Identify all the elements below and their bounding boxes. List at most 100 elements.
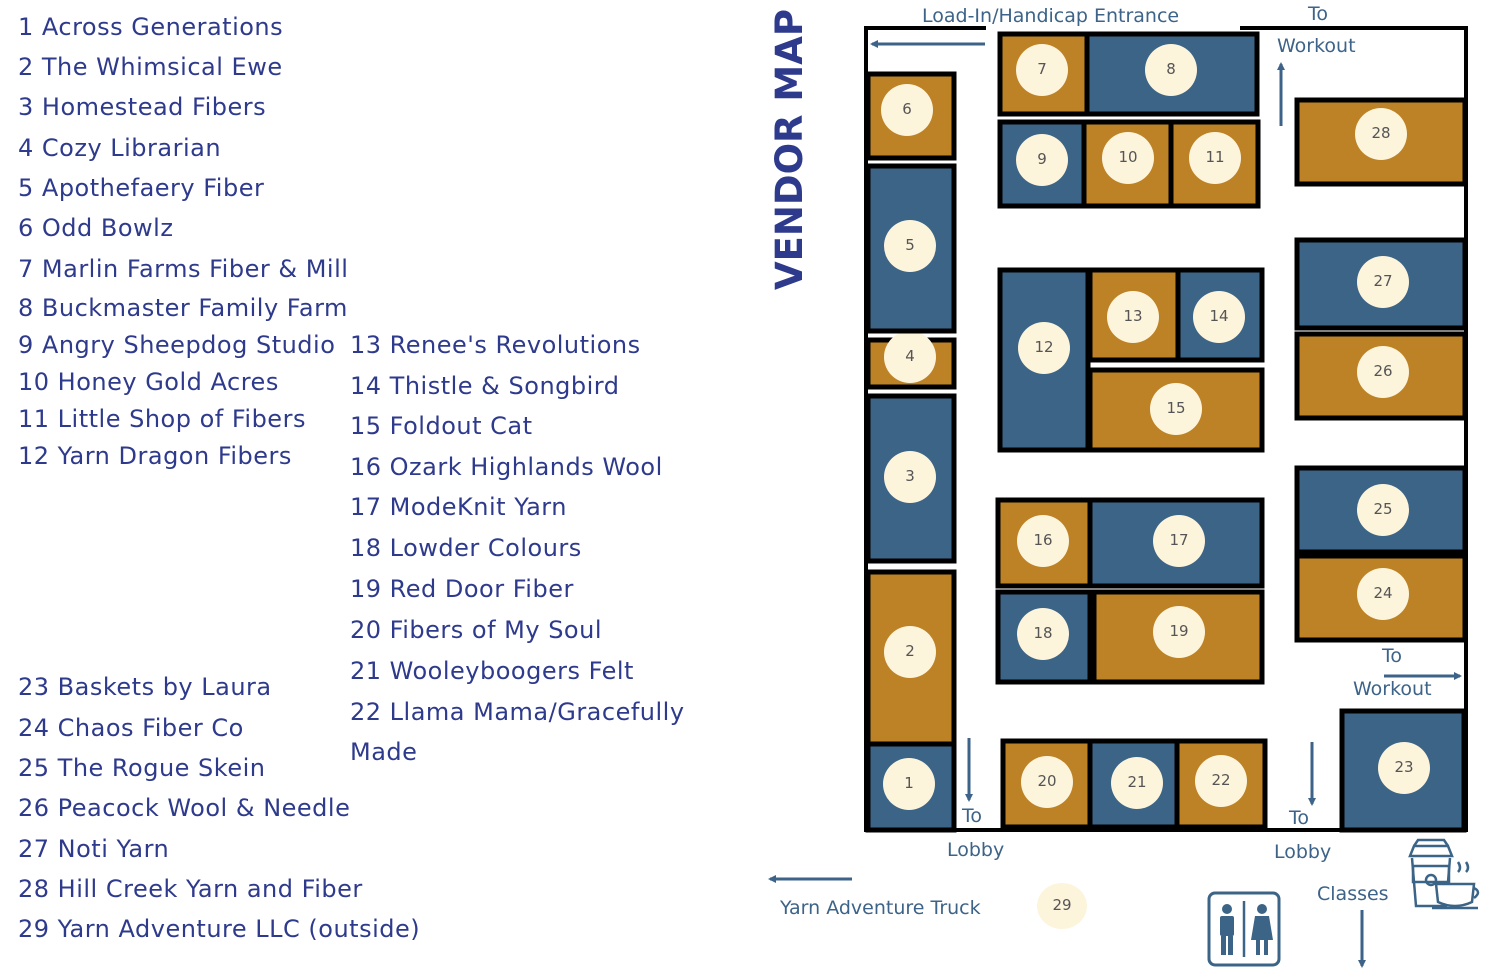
booth-5	[865, 163, 957, 334]
booth-number: 21	[1127, 773, 1146, 791]
booth-badge	[1150, 383, 1202, 435]
booth-number: 27	[1373, 272, 1392, 290]
legend-item: 6 Odd Bowlz	[18, 214, 174, 242]
booth-number: 23	[1394, 758, 1413, 776]
map-title: VENDOR MAP KEY	[768, 0, 811, 290]
booth-badge	[884, 220, 936, 272]
booth-number: 24	[1373, 584, 1392, 602]
booth-number: 2	[905, 642, 915, 660]
booth-number: 6	[902, 100, 912, 118]
legend-item: 5 Apothefaery Fiber	[18, 174, 265, 202]
booth-badge	[1016, 134, 1068, 186]
booth-14	[1175, 267, 1265, 363]
booth-number: 1	[904, 774, 914, 792]
booth-badge	[1018, 322, 1070, 374]
booth-2	[865, 569, 957, 747]
to-label-top: To	[1307, 3, 1328, 25]
workout-label-right: Workout	[1353, 678, 1432, 700]
classes-label: Classes	[1317, 883, 1389, 905]
booth-number: 5	[905, 236, 915, 254]
booth-number: 26	[1373, 362, 1392, 380]
legend-item: 8 Buckmaster Family Farm	[18, 294, 348, 322]
booth-number: 19	[1169, 622, 1188, 640]
booth-badge	[1195, 755, 1247, 807]
legend-item: 12 Yarn Dragon Fibers	[18, 442, 292, 470]
legend-item: 16 Ozark Highlands Wool	[350, 453, 663, 481]
booth-badge	[1017, 608, 1069, 660]
legend-item: 17 ModeKnit Yarn	[350, 493, 567, 521]
booth-badge	[1357, 346, 1409, 398]
booth-number: 13	[1123, 307, 1142, 325]
booth-number: 12	[1034, 338, 1053, 356]
legend-item: 25 The Rogue Skein	[18, 754, 266, 782]
booth-badge	[1102, 132, 1154, 184]
legend-item: 24 Chaos Fiber Co	[18, 714, 244, 742]
legend-item: 11 Little Shop of Fibers	[18, 405, 306, 433]
booth-badge	[1355, 108, 1407, 160]
legend-item: 20 Fibers of My Soul	[350, 616, 602, 644]
booth-badge	[1193, 291, 1245, 343]
booth-badge	[1357, 568, 1409, 620]
booth-badge	[1016, 44, 1068, 96]
booth-badge	[884, 331, 936, 383]
legend-item: 28 Hill Creek Yarn and Fiber	[18, 875, 363, 903]
booth-number: 9	[1037, 150, 1047, 168]
booth-number: 3	[905, 467, 915, 485]
legend-item: 4 Cozy Librarian	[18, 134, 222, 162]
booth-number: 22	[1211, 771, 1230, 789]
booth-number: 15	[1166, 399, 1185, 417]
entrance-label: Load-In/Handicap Entrance	[922, 5, 1179, 27]
legend-item: 23 Baskets by Laura	[18, 673, 272, 701]
legend-item: 21 Wooleyboogers Felt	[350, 657, 634, 685]
to-label-lobby-right: To	[1288, 807, 1309, 829]
booth-number: 7	[1037, 60, 1047, 78]
booth-8	[1084, 31, 1260, 117]
lobby-label-right: Lobby	[1274, 841, 1331, 863]
lobby-label-left: Lobby	[947, 839, 1004, 861]
legend-item: 27 Noti Yarn	[18, 835, 170, 863]
legend-item: 22 Llama Mama/Gracefully	[350, 698, 685, 726]
legend-item: 1 Across Generations	[18, 13, 284, 41]
booth-badge	[884, 451, 936, 503]
booth-number: 11	[1205, 148, 1224, 166]
booth-badge	[1153, 606, 1205, 658]
legend-item: 9 Angry Sheepdog Studio	[18, 331, 336, 359]
booth-badge	[884, 626, 936, 678]
booth-number: 20	[1037, 772, 1056, 790]
legend-item: 19 Red Door Fiber	[350, 575, 574, 603]
booth-badge	[1153, 515, 1205, 567]
truck-booth-badge	[1037, 883, 1087, 929]
restroom-icon	[1207, 891, 1281, 967]
legend-item: 7 Marlin Farms Fiber & Mill	[18, 255, 349, 283]
booth-badge	[1107, 291, 1159, 343]
booth-number: 17	[1169, 531, 1188, 549]
booth-number: 25	[1373, 500, 1392, 518]
booth-badge	[1017, 515, 1069, 567]
booth-badge	[1145, 44, 1197, 96]
booth-number: 18	[1033, 624, 1052, 642]
truck-label: Yarn Adventure Truck	[779, 897, 981, 919]
booth-number: 10	[1118, 148, 1137, 166]
booth-badge	[883, 758, 935, 810]
booth-badge	[1357, 256, 1409, 308]
legend-item: 29 Yarn Adventure LLC (outside)	[18, 915, 421, 943]
legend-item: 18 Lowder Colours	[350, 534, 582, 562]
truck-booth-number: 29	[1052, 896, 1071, 914]
booth-number: 16	[1033, 531, 1052, 549]
booth-badge	[1189, 132, 1241, 184]
booth-number: 14	[1209, 307, 1228, 325]
booth-badge	[1357, 484, 1409, 536]
booth-number: 28	[1371, 124, 1390, 142]
workout-label-top: Workout	[1277, 35, 1356, 57]
booth-number: 4	[905, 347, 915, 365]
booth-badge	[1111, 757, 1163, 809]
legend-item: 13 Renee's Revolutions	[350, 331, 641, 359]
legend-item: 2 The Whimsical Ewe	[18, 53, 283, 81]
legend-item: 10 Honey Gold Acres	[18, 368, 279, 396]
legend-item: 15 Foldout Cat	[350, 412, 533, 440]
booth-badge	[1021, 756, 1073, 808]
legend-item: Made	[350, 738, 418, 766]
booth-number: 8	[1166, 60, 1176, 78]
